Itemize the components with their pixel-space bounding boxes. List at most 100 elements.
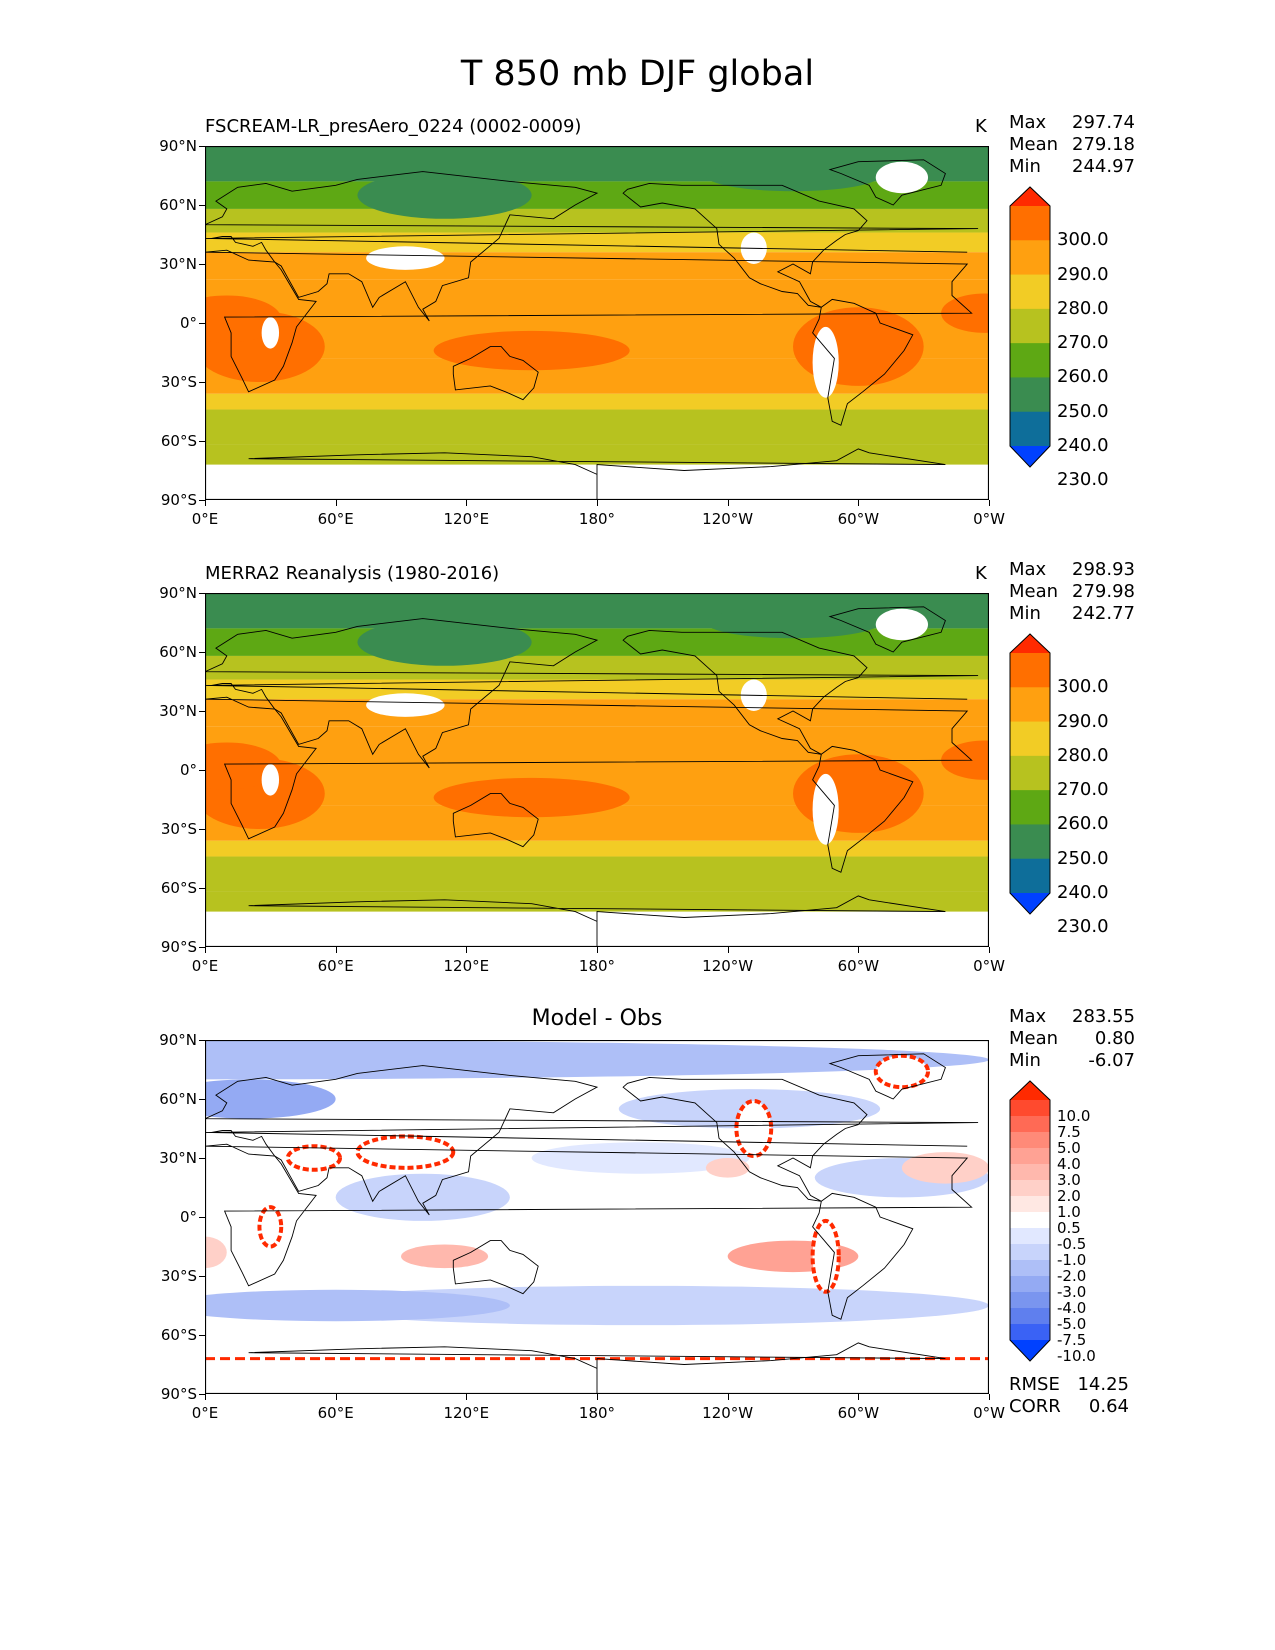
colorbar-bin — [1010, 1132, 1050, 1149]
stat-label: Mean — [1009, 581, 1059, 602]
warm-anomaly-region — [433, 330, 630, 371]
colorbar-tick-label: -10.0 — [1057, 1347, 1096, 1365]
stat-row: RMSE 14.25 — [1009, 1374, 1129, 1396]
lon-tick-mark — [597, 947, 598, 953]
lat-tick-mark — [199, 1040, 205, 1041]
colorbar-tick-label: 250.0 — [1057, 847, 1109, 869]
colorbar — [1009, 633, 1051, 915]
colorbar-tick-label: 290.0 — [1057, 710, 1109, 732]
negative-difference-region — [531, 1142, 750, 1174]
temperature-band — [205, 679, 989, 700]
lat-tick-label: 60°S — [160, 879, 197, 897]
lon-tick-mark — [989, 947, 990, 953]
lat-tick-mark — [199, 205, 205, 206]
stat-row: Max 298.93 — [1009, 559, 1135, 581]
coastline-antarc — [248, 895, 946, 947]
lat-tick-mark — [199, 382, 205, 383]
coastline-antarc — [248, 448, 946, 500]
colorbar-tick-label: 290.0 — [1057, 263, 1109, 285]
map-panel-3: Model - Obs Max 283.55 Mean 0.80 Min -6.07 90°N… — [0, 0, 1275, 1422]
negative-difference-region — [335, 1173, 510, 1221]
lat-tick-label: 90°N — [159, 1031, 197, 1049]
units-label: K — [975, 116, 987, 137]
coastline-greenl — [828, 606, 946, 653]
terrain-edge-anomaly — [873, 1053, 931, 1090]
colorbar — [1009, 186, 1051, 468]
colorbar-bin — [1010, 1196, 1050, 1213]
colorbar-tick-label: 230.0 — [1057, 469, 1109, 491]
lon-tick-label: 60°E — [317, 957, 354, 975]
stats-block: Max 298.93 Mean 279.98 Min 242.77 — [1009, 559, 1135, 625]
terrain-edge-anomaly — [285, 1144, 343, 1172]
lat-tick-label: 30°N — [159, 1149, 197, 1167]
colorbar-bin — [1010, 1228, 1050, 1245]
map-frame — [205, 146, 989, 500]
warm-anomaly-region — [793, 754, 924, 833]
stat-value: 298.93 — [1072, 559, 1135, 580]
lat-tick-mark — [199, 500, 205, 501]
masked-terrain — [366, 693, 445, 717]
stat-value: 0.80 — [1094, 1028, 1135, 1049]
colorbar-bin — [1010, 1260, 1050, 1277]
lat-tick-label: 60°S — [160, 1326, 197, 1344]
lat-tick-mark — [199, 1335, 205, 1336]
colorbar-tick-label: 0.5 — [1057, 1219, 1081, 1237]
colorbar-tick-label: 5.0 — [1057, 1139, 1081, 1157]
stat-row: Min -6.07 — [1009, 1050, 1135, 1072]
colorbar-bin — [1010, 1180, 1050, 1197]
lon-tick-mark — [597, 500, 598, 506]
terrain-edge-anomaly — [355, 1134, 456, 1170]
lon-tick-label: 120°W — [702, 957, 754, 975]
masked-terrain — [261, 317, 280, 349]
cold-region — [357, 171, 532, 219]
lon-tick-label: 0°W — [973, 957, 1005, 975]
lat-tick-mark — [199, 770, 205, 771]
cold-region — [705, 606, 881, 639]
lon-tick-mark — [989, 1394, 990, 1400]
colorbar-tick-label: 300.0 — [1057, 676, 1109, 698]
stat-label: Mean — [1009, 1028, 1059, 1049]
lat-tick-mark — [199, 1276, 205, 1277]
colorbar-bin — [1010, 721, 1050, 757]
temperature-band — [205, 393, 989, 410]
colorbar-bin — [1010, 377, 1050, 413]
coastline-namer — [622, 1076, 868, 1202]
stat-label: CORR — [1009, 1396, 1061, 1417]
lat-tick-label: 60°N — [159, 643, 197, 661]
lon-tick-label: 120°E — [443, 510, 490, 528]
lat-tick-mark — [199, 947, 205, 948]
lon-tick-label: 180° — [578, 1404, 616, 1422]
colorbar-bin — [1010, 308, 1050, 344]
stat-row: Min 244.97 — [1009, 156, 1135, 178]
colorbar-bin — [1010, 858, 1050, 894]
lat-tick-label: 30°S — [160, 1267, 197, 1285]
coastline-namer — [622, 629, 868, 755]
stat-label: Max — [1009, 559, 1047, 580]
temperature-band — [205, 252, 989, 280]
coastline-greenl — [828, 159, 946, 206]
coastline-europe — [205, 1065, 979, 1216]
lon-tick-label: 120°E — [443, 1404, 490, 1422]
lat-tick-label: 90°S — [160, 938, 197, 956]
stat-label: RMSE — [1009, 1374, 1060, 1395]
lat-tick-label: 0° — [179, 1208, 197, 1226]
stat-value: 283.55 — [1072, 1006, 1135, 1027]
colorbar-bin — [1010, 1212, 1050, 1229]
coastline-africa — [205, 696, 973, 840]
colorbar-bin — [1010, 206, 1050, 241]
colorbar-tick-label: 260.0 — [1057, 813, 1109, 835]
map-panel-2: MERRA2 Reanalysis (1980-2016) K Max 298.93 M… — [0, 0, 1275, 975]
stat-label: Min — [1009, 1050, 1041, 1071]
positive-difference-region — [705, 1158, 750, 1178]
panel-title: MERRA2 Reanalysis (1980-2016) — [205, 563, 500, 584]
colorbar-extend-min — [1010, 1340, 1050, 1361]
terrain-edge-anomaly — [734, 1098, 774, 1159]
colorbar-bin — [1010, 274, 1050, 310]
lat-tick-mark — [199, 441, 205, 442]
colorbar-bin — [1010, 687, 1050, 723]
stat-value: 279.98 — [1072, 581, 1135, 602]
colorbar-bin — [1010, 1244, 1050, 1261]
colorbar-bin — [1010, 1116, 1050, 1133]
lon-tick-label: 180° — [578, 510, 616, 528]
lat-tick-mark — [199, 1217, 205, 1218]
